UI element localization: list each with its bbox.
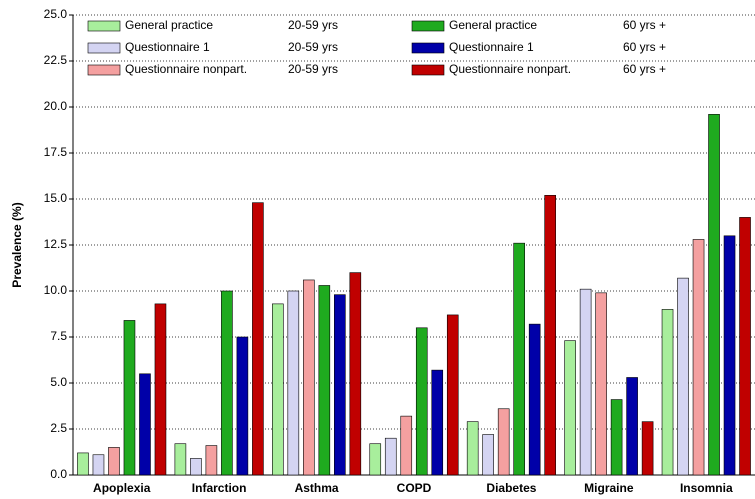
bar: [154, 303, 167, 476]
y-tick-label: 25.0: [44, 7, 68, 21]
bar: [564, 340, 576, 476]
bar: [415, 327, 428, 476]
bar: [466, 421, 479, 476]
bar: [190, 458, 202, 476]
bar: [610, 399, 623, 476]
legend-swatch: [411, 64, 445, 76]
legend-age: 60 yrs +: [623, 18, 666, 32]
legend-label: Questionnaire nonpart.: [449, 62, 571, 76]
y-tick-label: 15.0: [44, 191, 68, 205]
bar: [595, 292, 607, 476]
y-tick-label: 12.5: [44, 237, 68, 251]
x-tick-label: COPD: [397, 481, 432, 495]
legend-swatch: [87, 42, 121, 54]
bar: [400, 415, 413, 476]
legend-label: Questionnaire 1: [125, 40, 210, 54]
bar: [723, 235, 736, 476]
y-tick-label: 22.5: [44, 53, 68, 67]
legend-age: 60 yrs +: [623, 62, 666, 76]
legend-label: Questionnaire nonpart.: [125, 62, 247, 76]
bar: [482, 434, 494, 476]
x-tick-label: Apoplexia: [93, 481, 151, 495]
y-tick-label: 2.5: [50, 421, 67, 435]
legend-age: 20-59 yrs: [288, 40, 338, 54]
legend-label: General practice: [125, 18, 213, 32]
y-tick-label: 5.0: [50, 375, 67, 389]
legend-label: General practice: [449, 18, 537, 32]
y-tick-label: 0.0: [50, 467, 67, 481]
x-tick-label: Diabetes: [486, 481, 536, 495]
bar: [272, 303, 284, 476]
x-tick-label: Infarction: [192, 481, 247, 495]
bar: [739, 217, 751, 476]
bar: [384, 437, 397, 476]
bar: [349, 272, 362, 476]
bar: [708, 114, 720, 476]
bar: [123, 320, 136, 476]
bar: [221, 290, 233, 476]
bar: [544, 195, 556, 476]
bar: [579, 288, 592, 476]
bar: [334, 294, 346, 476]
bar: [513, 242, 525, 476]
x-tick-label: Migraine: [584, 481, 634, 495]
legend-age: 20-59 yrs: [288, 62, 338, 76]
bar: [303, 279, 315, 476]
bar: [497, 408, 510, 476]
x-tick-label: Insomnia: [680, 481, 733, 495]
x-tick-label: Asthma: [295, 481, 339, 495]
legend-age: 60 yrs +: [623, 40, 666, 54]
bar: [661, 309, 674, 476]
bar: [641, 421, 654, 476]
y-tick-label: 7.5: [50, 329, 67, 343]
y-tick-label: 10.0: [44, 283, 68, 297]
bar: [528, 323, 541, 476]
bar: [174, 443, 187, 476]
legend-swatch: [411, 42, 445, 54]
y-tick-label: 20.0: [44, 99, 68, 113]
legend-age: 20-59 yrs: [288, 18, 338, 32]
bar: [626, 377, 638, 476]
bar: [92, 454, 105, 476]
bar: [692, 239, 705, 476]
bar: [369, 443, 382, 476]
bar: [677, 277, 689, 476]
bar: [236, 336, 249, 476]
bar: [287, 290, 300, 476]
legend-swatch: [87, 64, 121, 76]
legend-swatch: [411, 20, 445, 32]
legend-label: Questionnaire 1: [449, 40, 534, 54]
bar: [77, 452, 89, 476]
bar: [252, 202, 264, 476]
bar: [431, 369, 444, 476]
bar: [446, 314, 459, 476]
y-tick-label: 17.5: [44, 145, 68, 159]
bar: [139, 373, 151, 476]
bar: [205, 445, 218, 476]
legend-swatch: [87, 20, 121, 32]
y-axis-label: Prevalence (%): [10, 202, 24, 287]
bar: [108, 447, 120, 476]
bar: [318, 285, 331, 476]
